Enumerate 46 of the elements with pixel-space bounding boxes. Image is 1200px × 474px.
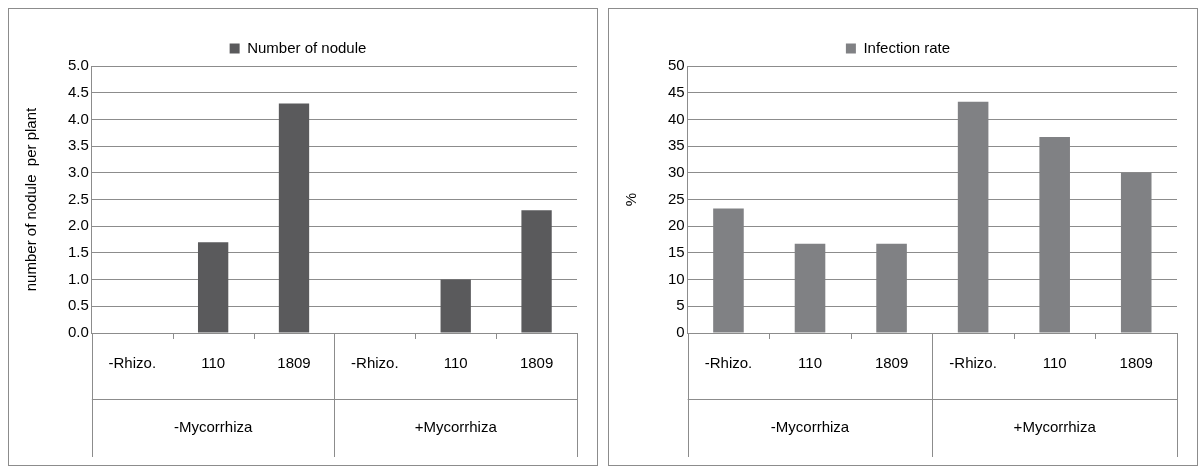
y-tick-label: 0: [676, 323, 685, 341]
y-tick-label: 35: [668, 136, 685, 154]
x-tick-label: -Rhizo.: [704, 354, 753, 372]
x-tick-label: -Rhizo.: [949, 354, 997, 372]
y-tick-label: 40: [668, 109, 685, 127]
x-tick-label: 110: [443, 354, 468, 372]
y-tick-label: 0.5: [67, 296, 89, 314]
y-axis-title: number of nodule per plant: [22, 106, 40, 292]
bar: [440, 279, 471, 333]
y-tick-label: 2.0: [67, 216, 89, 234]
y-tick-label: 5.0: [67, 56, 89, 74]
text: +Mycorrhiza: [1013, 418, 1097, 436]
bar: [278, 103, 310, 333]
text: -Mycorrhiza: [770, 418, 850, 436]
text: -Mycorrhiza: [173, 418, 253, 436]
y-tick-label: 50: [668, 56, 685, 74]
x-tick-label: 1809: [519, 354, 554, 372]
x-tick-label: 110: [798, 354, 822, 372]
y-axis-title: %: [622, 192, 640, 207]
y-tick-label: 4.0: [67, 109, 89, 127]
y-tick-label: 3.0: [67, 162, 89, 180]
y-tick-label: 0.0: [67, 323, 89, 341]
legend-label: Number of nodule: [247, 38, 367, 56]
x-tick-label: 110: [201, 354, 226, 372]
y-tick-label: 5: [676, 296, 685, 314]
y-tick-label: 2.5: [67, 189, 89, 207]
x-tick-label: 1809: [1119, 354, 1153, 372]
bar: [197, 242, 229, 333]
y-tick-label: 25: [668, 189, 685, 207]
y-tick-label: 4.5: [67, 82, 89, 100]
y-tick-label: 10: [668, 269, 685, 287]
x-tick-label: 110: [1042, 354, 1067, 372]
y-tick-label: 15: [668, 243, 685, 261]
y-tick-label: 45: [668, 82, 685, 100]
y-tick-label: 1.5: [67, 243, 89, 261]
x-tick-label: 1809: [277, 354, 311, 372]
y-tick-label: 30: [668, 162, 685, 180]
y-tick-label: 20: [668, 216, 685, 234]
bar: [521, 210, 552, 333]
x-tick-label: -Rhizo.: [108, 354, 157, 372]
y-tick-label: 3.5: [67, 136, 89, 154]
legend-label: Infection rate: [863, 38, 951, 56]
x-tick-label: -Rhizo.: [351, 354, 399, 372]
y-tick-label: 1.0: [67, 269, 89, 287]
text: +Mycorrhiza: [414, 418, 498, 436]
x-tick-label: 1809: [874, 354, 909, 372]
